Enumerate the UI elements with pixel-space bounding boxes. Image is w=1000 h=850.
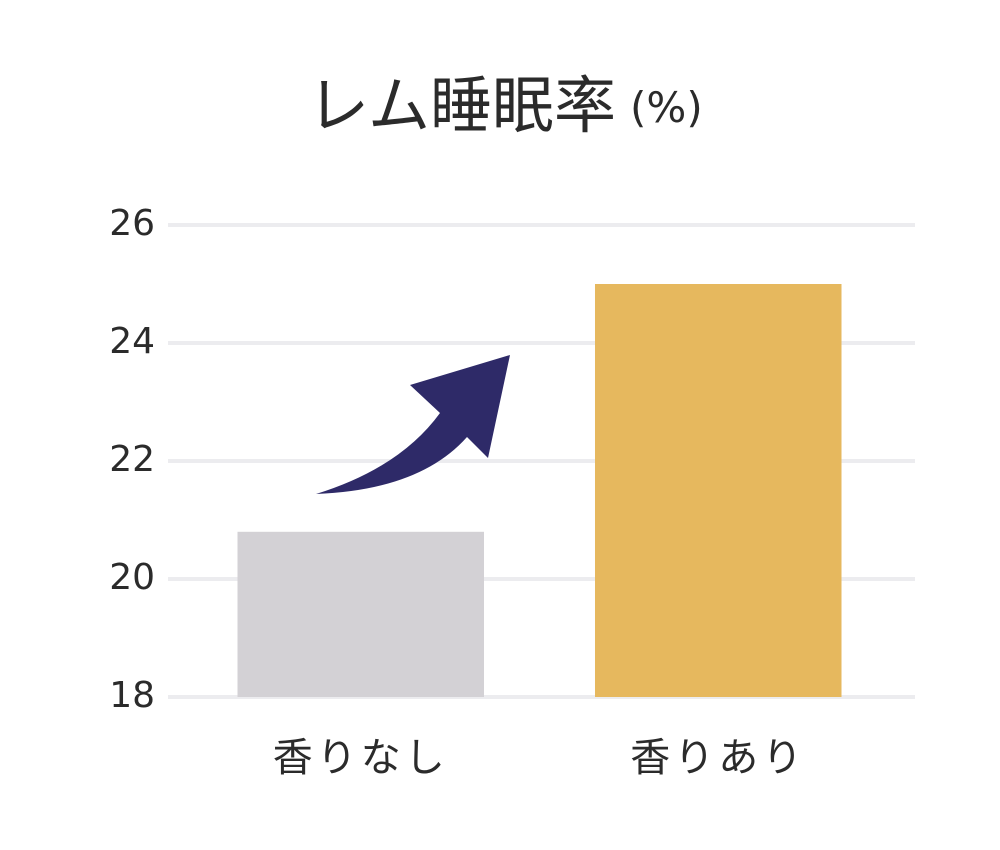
bar (594, 284, 842, 697)
chart-unit: (%) (630, 83, 703, 132)
x-tick-label: 香りなし (273, 735, 449, 781)
y-tick-label: 24 (109, 321, 155, 362)
y-tick-label: 26 (109, 203, 155, 244)
chart-title-group: レム睡眠率 (%) (307, 69, 702, 142)
chart-title: レム睡眠率 (307, 69, 616, 142)
x-tick-label: 香りあり (630, 735, 806, 781)
bar (237, 531, 485, 697)
y-tick-label: 18 (109, 675, 155, 716)
y-tick-label: 20 (109, 557, 155, 598)
bars (237, 284, 842, 697)
trend-arrow (316, 355, 510, 494)
y-tick-label: 22 (109, 439, 155, 480)
